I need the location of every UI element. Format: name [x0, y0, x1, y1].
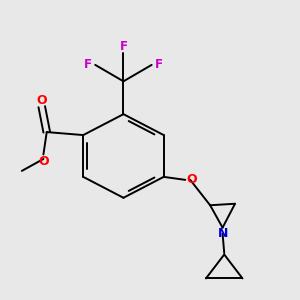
Text: O: O: [38, 154, 49, 167]
Text: F: F: [84, 58, 92, 70]
Text: N: N: [218, 227, 228, 240]
Text: F: F: [155, 58, 163, 70]
Text: F: F: [119, 40, 128, 53]
Text: O: O: [187, 173, 197, 186]
Text: O: O: [37, 94, 47, 106]
